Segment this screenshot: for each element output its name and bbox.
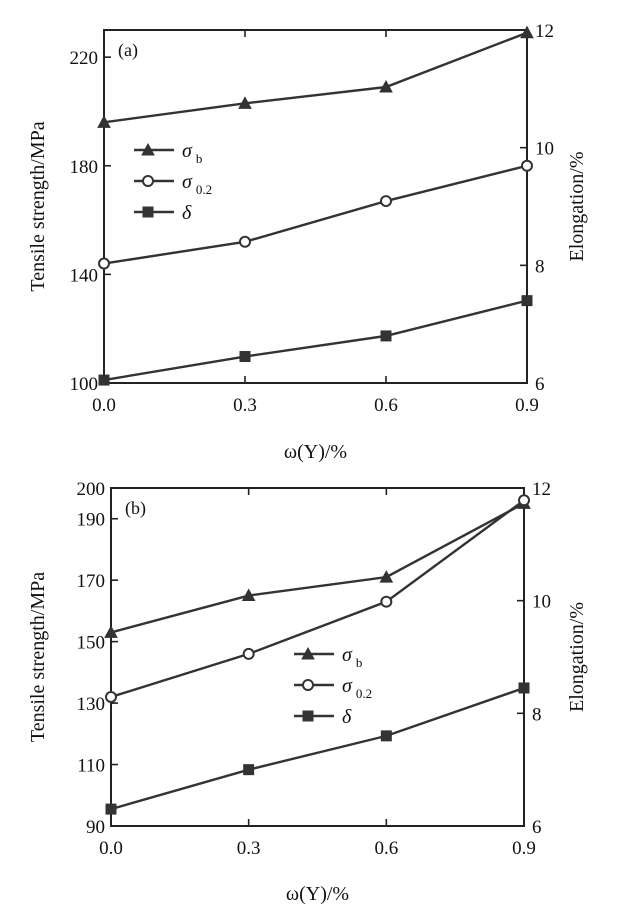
data-point-square — [243, 764, 255, 776]
y-tick-label: 140 — [70, 265, 99, 286]
data-point-circle — [239, 235, 251, 248]
legend-label: σ 0.2 — [342, 675, 372, 701]
legend-marker-square — [302, 710, 314, 722]
series-line — [110, 499, 525, 699]
y-axis-title: Tensile strength/MPa — [27, 572, 49, 742]
data-point-circle — [105, 690, 117, 703]
chart-panel-b: 0.0 0.3 0.6 0.9 90 110 130 150 170 190 200 6 8 10 12 ω(… — [27, 479, 588, 905]
x-tick-label: 0.6 — [374, 395, 398, 416]
data-point-triangle — [241, 588, 256, 602]
chart-panel-a: 0.0 0.3 0.6 0.9 100 140 180 220 6 8 10 12 ω(Y)/% Tens… — [27, 21, 588, 463]
legend-marker-triangle — [301, 646, 315, 660]
y-axis-title: Tensile strength/MPa — [27, 121, 49, 291]
y2-tick-label: 6 — [532, 817, 542, 838]
legend-marker-circle — [302, 679, 314, 691]
legend-label: δ — [342, 706, 352, 728]
plot-frame — [110, 487, 525, 827]
data-point-circle — [380, 195, 392, 208]
y-tick-label: 130 — [77, 694, 106, 715]
x-tick-label: 0.9 — [515, 395, 539, 416]
x-tick-label: 0.9 — [512, 838, 536, 859]
data-point-square — [239, 351, 251, 363]
y2-tick-label: 10 — [532, 592, 551, 613]
data-point-triangle — [379, 79, 393, 93]
legend-marker-square — [142, 206, 154, 218]
data-point-circle — [521, 159, 533, 172]
y2-tick-label: 6 — [535, 374, 545, 395]
y-tick-label: 110 — [77, 756, 105, 777]
x-axis-title: ω(Y)/% — [284, 441, 347, 463]
data-point-circle — [98, 257, 110, 270]
legend-label: σ 0.2 — [182, 171, 212, 197]
y2-axis-title: Elongation/% — [566, 152, 588, 262]
x-tick-label: 0.6 — [374, 838, 398, 859]
y-tick-label: 150 — [77, 633, 106, 654]
y2-axis-title: Elongation/% — [566, 602, 588, 712]
y-tick-label: 90 — [86, 817, 105, 838]
data-point-triangle — [379, 570, 394, 583]
data-point-triangle — [520, 25, 534, 39]
legend-marker-triangle — [141, 142, 155, 156]
data-point-square — [380, 730, 392, 742]
legend-label: δ — [182, 202, 192, 224]
y2-tick-label: 8 — [532, 704, 542, 725]
data-point-triangle — [104, 625, 118, 638]
x-tick-label: 0.3 — [237, 838, 261, 859]
series-line — [103, 299, 528, 382]
x-tick-label: 0.3 — [233, 395, 257, 416]
y-tick-label: 180 — [70, 157, 99, 178]
x-tick-label: 0.0 — [92, 395, 116, 416]
data-point-square — [105, 803, 117, 815]
data-point-square — [521, 295, 533, 307]
series-line — [103, 164, 528, 265]
series-line — [103, 31, 528, 124]
x-tick-label: 0.0 — [99, 838, 123, 859]
y2-tick-label: 12 — [535, 21, 554, 42]
data-point-circle — [518, 494, 530, 507]
legend-marker-circle — [142, 175, 154, 187]
data-point-square — [518, 682, 530, 694]
y-tick-label: 170 — [77, 571, 106, 592]
data-point-triangle — [97, 115, 111, 128]
panel-label: (b) — [125, 498, 146, 519]
data-point-square — [380, 330, 392, 342]
y-tick-label: 220 — [70, 48, 99, 69]
y-tick-label: 190 — [77, 510, 106, 531]
plot-frame — [103, 29, 528, 384]
panel-label: (a) — [118, 40, 138, 61]
y-tick-label: 200 — [77, 479, 106, 500]
y2-tick-label: 8 — [535, 256, 545, 277]
series-line — [110, 502, 525, 634]
data-point-circle — [380, 595, 393, 608]
x-axis-title: ω(Y)/% — [286, 883, 349, 905]
y-tick-label: 100 — [70, 374, 99, 395]
data-point-circle — [242, 647, 255, 660]
data-point-square — [98, 374, 110, 386]
y2-tick-label: 10 — [535, 139, 554, 160]
y2-tick-label: 12 — [532, 479, 551, 500]
data-point-triangle — [238, 96, 252, 109]
series-line — [110, 686, 525, 811]
